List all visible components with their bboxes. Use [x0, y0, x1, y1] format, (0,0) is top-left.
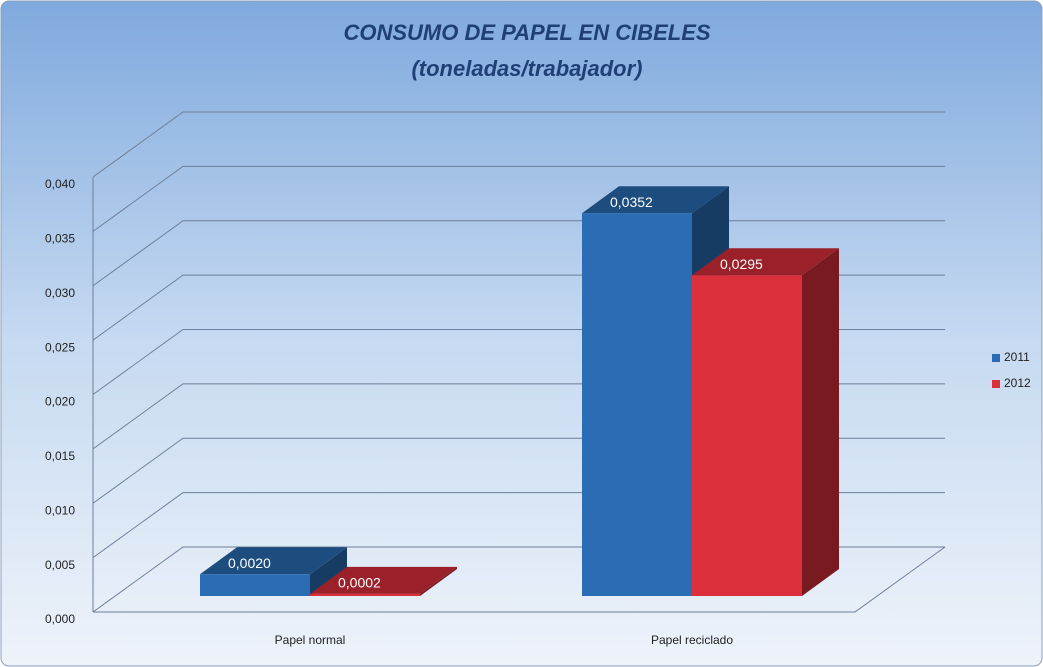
value-label: 0,0020	[228, 555, 271, 571]
bar-face	[692, 248, 839, 276]
bar	[692, 248, 839, 596]
y-tick-label: 0,020	[45, 395, 75, 409]
bar-face	[582, 213, 692, 596]
bar-face	[582, 186, 729, 214]
legend-swatch	[992, 354, 1000, 362]
y-tick-label: 0,005	[45, 558, 75, 572]
bar-face	[200, 547, 347, 575]
value-label: 0,0295	[720, 256, 763, 272]
bar-face	[200, 574, 310, 596]
y-tick-label: 0,030	[45, 286, 75, 300]
legend-label: 2012	[1004, 376, 1031, 390]
bar-face	[310, 547, 347, 596]
chart-title: CONSUMO DE PAPEL EN CIBELES	[343, 20, 710, 45]
bar	[310, 566, 457, 596]
floor	[93, 546, 946, 613]
x-tick-label: Papel normal	[275, 633, 346, 647]
y-tick-label: 0,000	[45, 612, 75, 626]
x-tick-label: Papel reciclado	[651, 633, 733, 647]
y-tick-label: 0,010	[45, 503, 75, 517]
bar-face	[310, 566, 457, 594]
bar-face	[310, 593, 420, 596]
bar-face	[802, 248, 839, 596]
bar-face	[692, 275, 802, 596]
bar-face	[420, 566, 457, 596]
value-label: 0,0352	[610, 194, 653, 210]
y-tick-label: 0,015	[45, 449, 75, 463]
y-tick-label: 0,035	[45, 232, 75, 246]
bar	[200, 547, 347, 596]
chart-subtitle: (toneladas/trabajador)	[411, 56, 642, 81]
y-tick-label: 0,025	[45, 340, 75, 354]
y-tick-label: 0,040	[45, 177, 75, 191]
grid-line	[92, 165, 945, 232]
legend-swatch	[992, 380, 1000, 388]
grid-line	[92, 111, 945, 178]
legend-label: 2011	[1004, 350, 1030, 364]
value-label: 0,0002	[338, 575, 381, 591]
